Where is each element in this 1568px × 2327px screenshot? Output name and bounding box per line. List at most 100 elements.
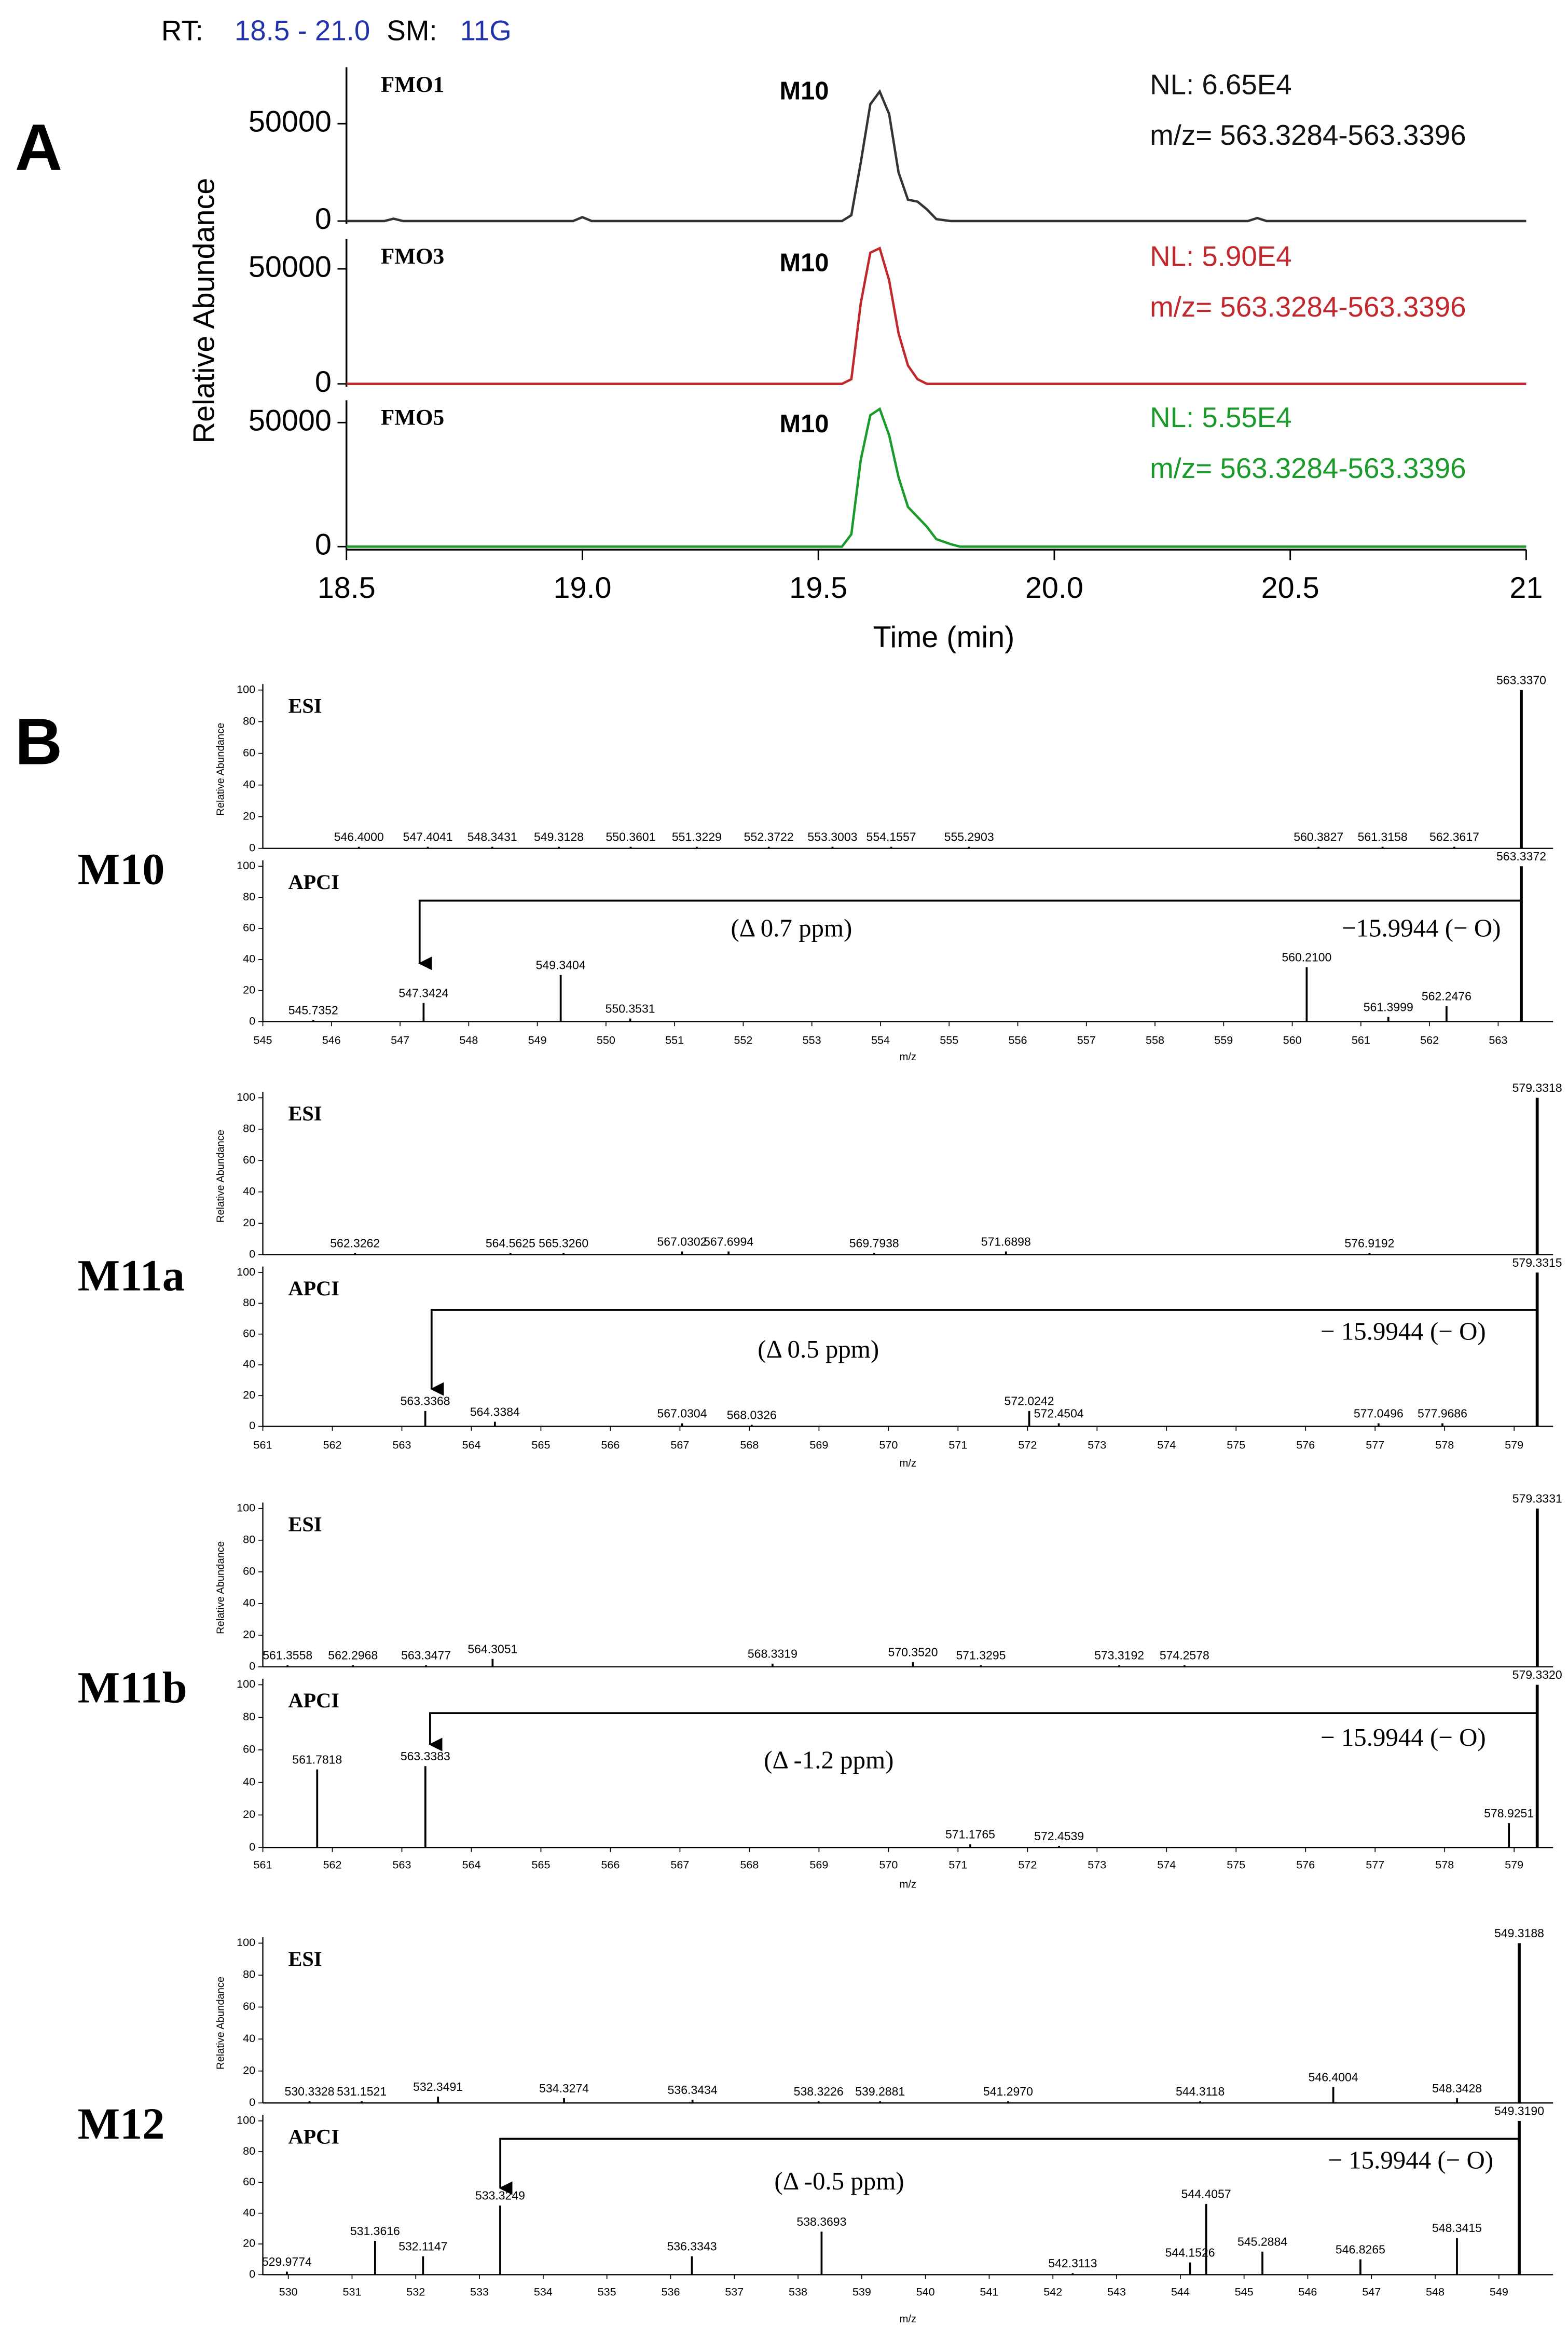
y-tick-label: 50000: [249, 250, 332, 283]
x-tick-label: 576: [1296, 1439, 1315, 1452]
peak-label: 569.7938: [849, 1236, 899, 1250]
panel-label: A: [15, 110, 62, 184]
y-tick-label: 0: [249, 841, 255, 854]
x-tick-label: 564: [462, 1858, 480, 1871]
y-tick-label: 0: [249, 1840, 255, 1853]
x-tick-label: 578: [1435, 1439, 1454, 1452]
peak-label: 567.0302: [657, 1235, 707, 1248]
x-tick-label: 557: [1077, 1034, 1096, 1047]
x-tick-label: 540: [916, 2285, 935, 2298]
peak-label: 549.3190: [1494, 2104, 1544, 2118]
y-tick-label: 0: [315, 365, 332, 399]
mz-range: m/z= 563.3284-563.3396: [1150, 119, 1466, 151]
loss-annotation: − 15.9944 (− O): [1321, 1317, 1486, 1345]
peak-label: 548.3431: [467, 830, 517, 843]
x-tick-label: 544: [1171, 2285, 1190, 2298]
peak-label: 529.9774: [262, 2255, 312, 2268]
rt-range: 18.5 - 21.0: [235, 15, 370, 47]
x-tick-label: 545: [254, 1034, 272, 1047]
peak-label: 561.3158: [1358, 830, 1408, 843]
x-tick-label: 568: [740, 1439, 759, 1452]
x-tick-label: 566: [601, 1858, 620, 1871]
peak-label: 533.3249: [475, 2189, 525, 2202]
y-tick-label: 40: [243, 777, 255, 790]
panel-title: FMO5: [381, 406, 444, 430]
y-tick-label: 40: [243, 952, 255, 965]
x-tick-label: 548: [459, 1034, 478, 1047]
y-tick-label: 20: [243, 1388, 255, 1401]
x-tick-label: 550: [597, 1034, 615, 1047]
peak-label: 574.2578: [1160, 1649, 1209, 1662]
x-tick-label: 559: [1214, 1034, 1233, 1047]
peak-label: 539.2881: [855, 2085, 905, 2098]
y-tick-label: 100: [237, 1936, 255, 1949]
x-tick-label: 565: [531, 1439, 550, 1452]
peak-label: M10: [779, 249, 829, 277]
delta-annotation: (Δ -0.5 ppm): [774, 2167, 904, 2195]
x-tick-label: 536: [661, 2285, 680, 2298]
peak-label: 572.4504: [1034, 1406, 1084, 1420]
y-tick-label: 20: [243, 1808, 255, 1820]
y-tick-label: 60: [243, 1326, 255, 1339]
x-tick-label: 575: [1227, 1439, 1245, 1452]
trace: [346, 247, 1526, 385]
trace: [346, 407, 1526, 548]
y-tick-label: 60: [243, 1565, 255, 1578]
y-tick-label: 40: [243, 2032, 255, 2045]
y-axis-label: Relative Abundance: [215, 723, 226, 816]
x-tick-label: 577: [1366, 1858, 1384, 1871]
x-tick-label: 561: [254, 1439, 272, 1452]
x-tick-label: 562: [323, 1439, 342, 1452]
x-axis-label: m/z: [900, 1879, 916, 1890]
x-tick-label: 565: [531, 1858, 550, 1871]
mz-range: m/z= 563.3284-563.3396: [1150, 452, 1466, 484]
y-tick-label: 20: [243, 809, 255, 822]
peak-label: 531.1521: [337, 2085, 387, 2098]
compound-label: M10: [78, 844, 165, 894]
spectrum-name: APCI: [288, 870, 339, 894]
x-tick-label: 538: [789, 2285, 807, 2298]
x-tick-label: 556: [1009, 1034, 1027, 1047]
nl-label: NL: 5.90E4: [1150, 240, 1292, 272]
peak-label: 555.2903: [944, 830, 994, 843]
x-tick-label: 572: [1018, 1858, 1037, 1871]
y-tick-label: 40: [243, 1358, 255, 1371]
x-tick-label: 531: [342, 2285, 361, 2298]
y-tick-label: 40: [243, 1184, 255, 1197]
peak-label: 563.3383: [401, 1749, 450, 1763]
x-tick-label: 555: [940, 1034, 958, 1047]
peak-label: 536.3343: [667, 2240, 717, 2253]
y-tick-label: 20: [243, 2063, 255, 2076]
peak-label: 551.3229: [672, 830, 722, 843]
x-tick-label: 19.0: [553, 571, 611, 605]
peak-label: 560.3827: [1294, 830, 1343, 843]
y-tick-label: 100: [237, 1090, 255, 1103]
panel-label: B: [15, 704, 62, 778]
peak-label: 573.3192: [1094, 1649, 1144, 1662]
peak-label: 577.9686: [1418, 1406, 1467, 1420]
peak-label: 562.3617: [1429, 830, 1479, 843]
y-tick-label: 60: [243, 746, 255, 759]
peak-label: 544.4057: [1181, 2187, 1231, 2201]
peak-label: 576.9192: [1344, 1236, 1394, 1250]
loss-annotation: − 15.9944 (− O): [1328, 2146, 1493, 2174]
peak-label: 578.9251: [1484, 1806, 1534, 1820]
x-tick-label: 547: [391, 1034, 409, 1047]
y-tick-label: 50000: [249, 404, 332, 437]
peak-label: 532.3491: [413, 2080, 463, 2093]
x-tick-label: 561: [254, 1858, 272, 1871]
peak-label: 568.0326: [727, 1408, 777, 1421]
x-tick-label: 546: [1298, 2285, 1317, 2298]
x-tick-label: 563: [392, 1439, 411, 1452]
peak-label: 542.3113: [1048, 2256, 1097, 2270]
y-tick-label: 40: [243, 2206, 255, 2219]
x-tick-label: 533: [470, 2285, 489, 2298]
loss-annotation: − 15.9944 (− O): [1321, 1723, 1486, 1751]
x-tick-label: 549: [1490, 2285, 1508, 2298]
y-tick-label: 0: [249, 2096, 255, 2109]
peak-label: 554.1557: [866, 830, 916, 843]
y-tick-label: 80: [243, 1968, 255, 1981]
peak-label: 579.3331: [1512, 1492, 1562, 1505]
y-tick-label: 0: [249, 2267, 255, 2280]
sm-value: 11G: [460, 15, 511, 47]
